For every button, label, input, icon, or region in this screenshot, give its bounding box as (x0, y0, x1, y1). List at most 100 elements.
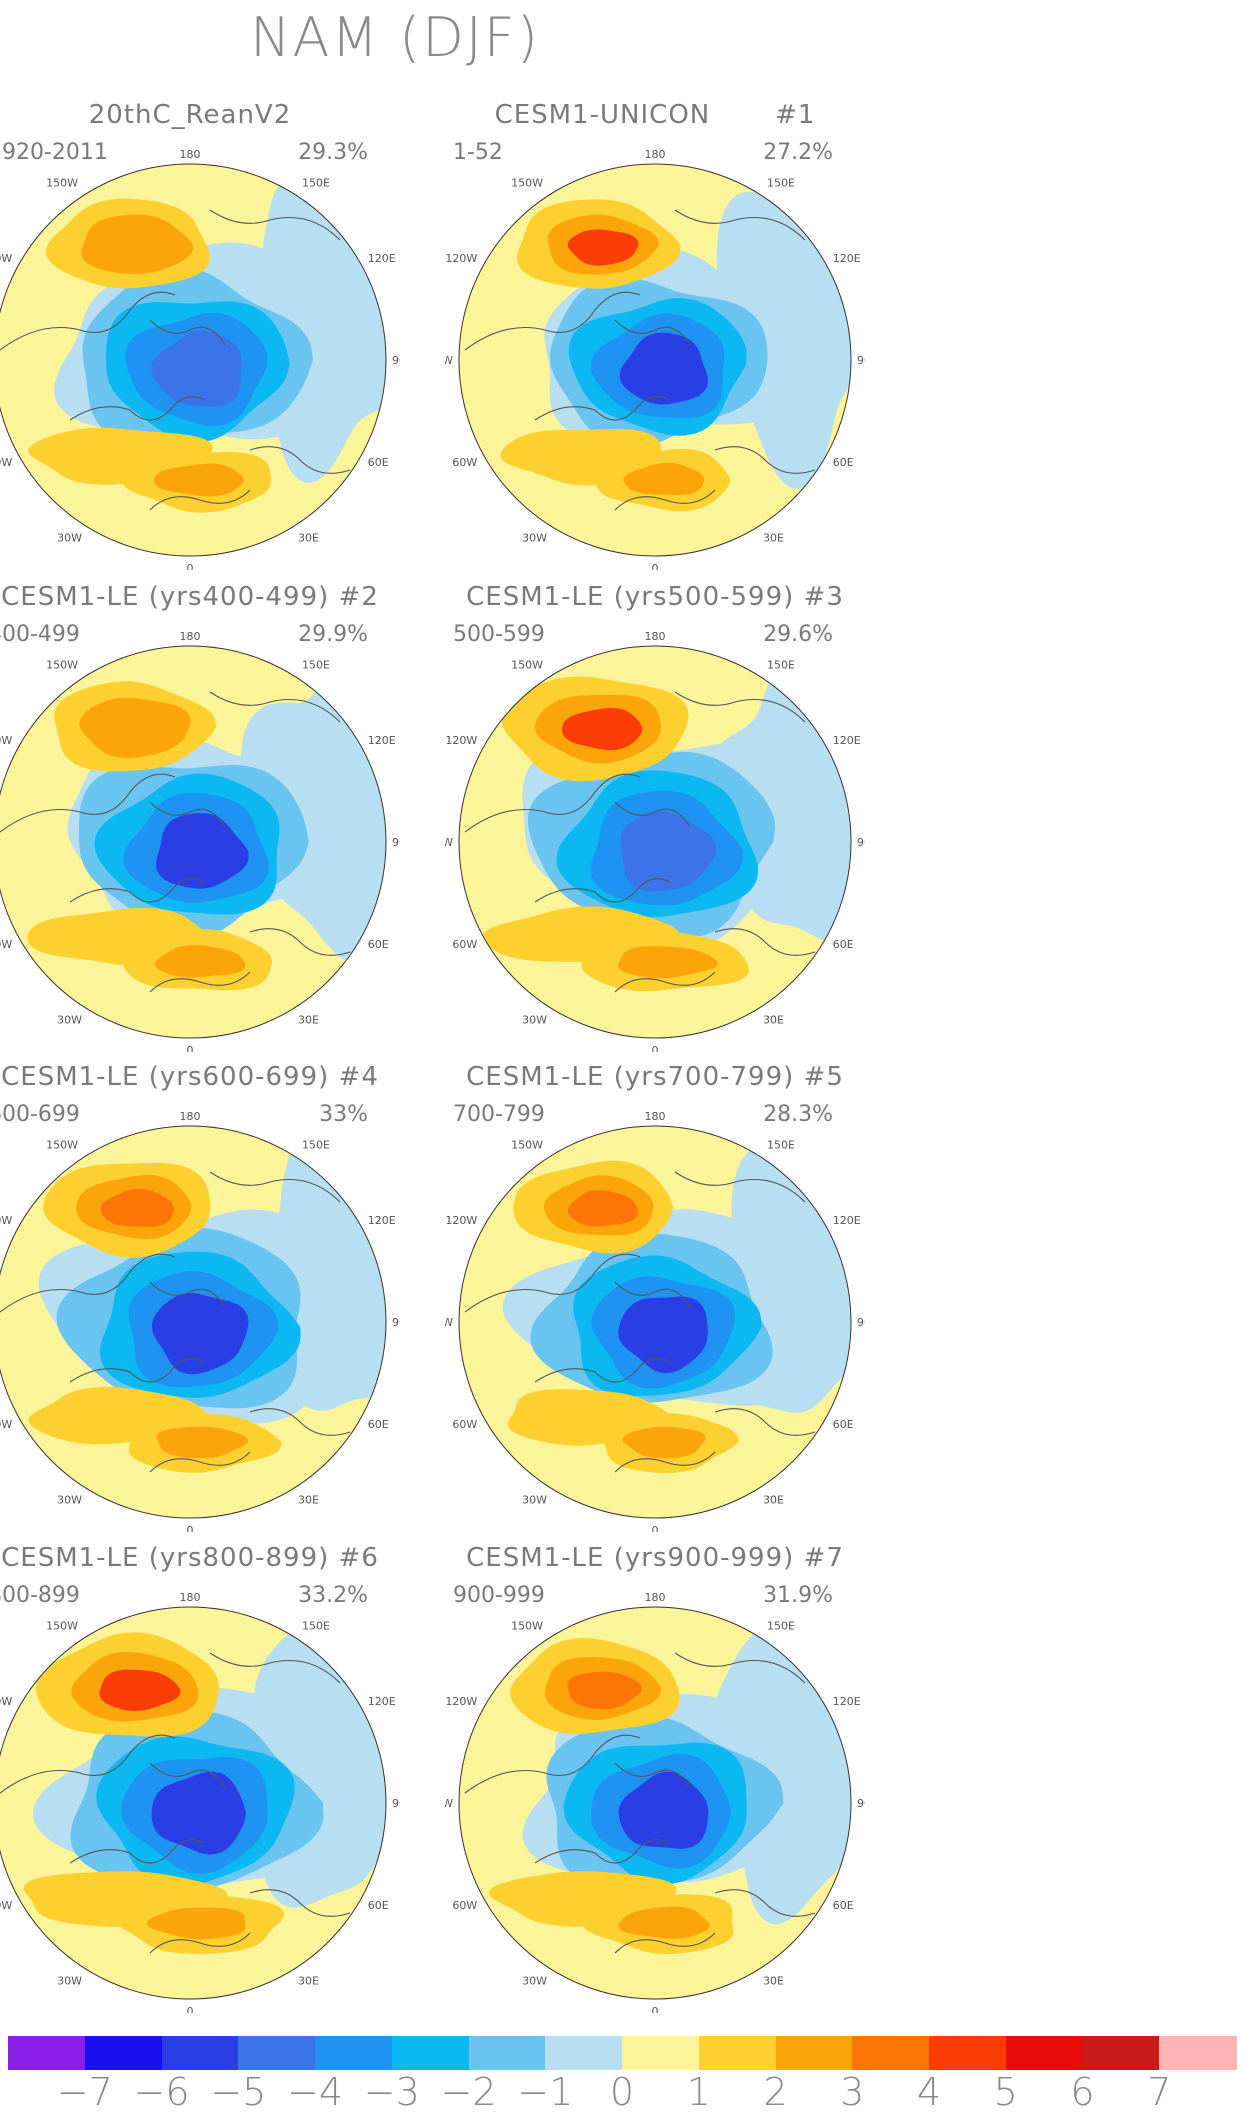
map-field (459, 164, 851, 556)
longitude-label: 90E (857, 354, 865, 367)
panel-year-range: 600-699 (0, 1102, 80, 1127)
map-boundary (458, 1606, 852, 2000)
longitude-label: 180 (180, 148, 201, 161)
colorbar-swatch (161, 2036, 239, 2070)
coastline-segment (249, 1408, 351, 1436)
colorbar-swatch (468, 2036, 546, 2070)
coastlines (464, 1652, 816, 1954)
coastline-segment (69, 1358, 206, 1383)
figure-title: NAM (DJF) (250, 6, 540, 69)
atlantic-high-core (146, 1907, 246, 1940)
coastline-segment (209, 209, 341, 241)
coastline-segment (614, 801, 691, 828)
polar-map: 180150W150E120W120E90W90E60W60E30W30E0 (445, 1591, 865, 2013)
longitude-label: 120E (833, 252, 861, 265)
arctic-low-core (618, 1771, 709, 1849)
polar-map: 180150W150E120W120E90W90E60W60E30W30E0 (0, 1110, 400, 1532)
coastline-segment (614, 1932, 716, 1954)
longitude-label: 60W (0, 1899, 12, 1912)
colorbar-swatch (8, 2036, 86, 2070)
longitude-label: 120E (833, 734, 861, 747)
coastline-segment (674, 691, 806, 723)
arctic-low-core (151, 1771, 246, 1855)
colorbar-swatch (545, 2036, 623, 2070)
arctic-low-core (151, 330, 242, 407)
panel-variance-percent: 28.3% (763, 1102, 833, 1127)
colorbar-tick-label: −1 (517, 2070, 574, 2114)
colorbar-tick-label: 0 (609, 2070, 635, 2114)
arctic-low-core (155, 813, 249, 889)
map-field (459, 1607, 851, 1999)
colorbar-swatch (1005, 2036, 1083, 2070)
longitude-label: 150W (46, 176, 78, 189)
coastline-segment (149, 1932, 251, 1954)
coastline-segment (464, 773, 641, 833)
longitude-label: 90E (392, 1797, 400, 1810)
longitude-label: 120W (0, 252, 12, 265)
coastline-segment (614, 1762, 691, 1789)
coastline-segment (464, 1253, 641, 1313)
longitude-label: 180 (645, 630, 666, 643)
colorbar-tick-label: 6 (1070, 2070, 1095, 2114)
coastline-segment (0, 1253, 176, 1313)
coastline-segment (149, 971, 251, 993)
coastline-segment (249, 1889, 351, 1917)
polar-map: 180150W150E120W120E90W90E60W60E30W30E0 (0, 1591, 400, 2013)
longitude-label: 30W (522, 1494, 547, 1507)
longitude-label: 0 (187, 1044, 194, 1052)
longitude-label: 150E (767, 176, 795, 189)
longitude-label: 150W (46, 1619, 78, 1632)
longitude-label: 60W (452, 938, 477, 951)
longitude-label: 0 (187, 562, 194, 570)
coastline-segment (714, 1408, 816, 1436)
longitude-label: 60W (452, 456, 477, 469)
map-field (0, 1607, 386, 1999)
panel-title: CESM1-LE (yrs900-999) #7 (466, 1543, 844, 1573)
longitude-label: 120E (833, 1695, 861, 1708)
colorbar-tick-label: 3 (840, 2070, 865, 2114)
longitude-label: 150E (767, 1619, 795, 1632)
longitude-label: 120W (445, 252, 477, 265)
longitude-label: 60E (833, 456, 854, 469)
longitude-label: 60E (833, 938, 854, 951)
coastline-segment (674, 209, 806, 241)
colorbar-swatch (315, 2036, 393, 2070)
map-panel: CESM1-LE (yrs700-799) #5 700-799 28.3% 180 1… (445, 1062, 865, 1532)
colorbar-swatch (622, 2036, 700, 2070)
longitude-label: 120E (368, 734, 396, 747)
longitude-label: 120W (445, 734, 477, 747)
longitude-label: 90W (445, 354, 453, 367)
longitude-label: 120W (0, 1695, 12, 1708)
longitude-label: 120W (445, 1695, 477, 1708)
coastline-segment (149, 1281, 226, 1308)
coastline-segment (249, 446, 351, 474)
coastline-segment (149, 319, 226, 346)
longitude-label: 90W (445, 1316, 453, 1329)
longitude-label: 150W (46, 1138, 78, 1151)
longitude-label: 120E (833, 1214, 861, 1227)
longitude-label: 180 (645, 148, 666, 161)
longitude-label: 90E (857, 1316, 865, 1329)
colorbar-tick-label: 1 (686, 2070, 711, 2114)
longitude-label: 0 (652, 1524, 659, 1532)
longitude-label: 90E (392, 354, 400, 367)
colorbar-tick-label: −3 (363, 2070, 420, 2114)
map-boundary (458, 645, 852, 1039)
atlantic-high-core (154, 945, 246, 978)
pacific-high-core (562, 707, 643, 751)
pacific-high-core (104, 228, 176, 265)
polar-map: 180150W150E120W120E90W90E60W60E30W30E0 (445, 148, 865, 570)
map-field (0, 646, 386, 1038)
pacific-high-core (567, 1190, 639, 1227)
longitude-label: 150W (511, 176, 543, 189)
longitude-label: 60W (452, 1418, 477, 1431)
longitude-label: 120W (0, 1214, 12, 1227)
coastline-segment (614, 1451, 716, 1473)
colorbar-swatch (1082, 2036, 1160, 2070)
longitude-label: 60E (833, 1418, 854, 1431)
longitude-label: 30E (763, 532, 784, 545)
pacific-high-core (99, 1669, 181, 1712)
map-boundary (0, 1125, 387, 1519)
colorbar-swatch (775, 2036, 853, 2070)
panel-variance-percent: 29.3% (298, 140, 368, 165)
